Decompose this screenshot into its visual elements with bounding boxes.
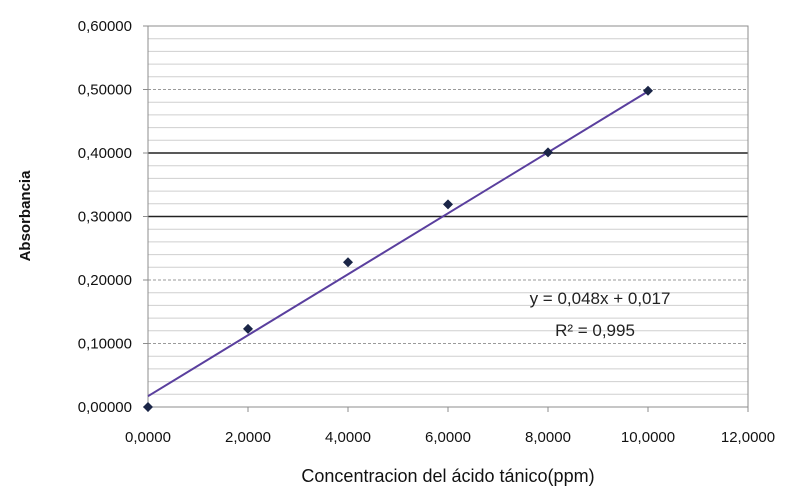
data-point [543, 147, 553, 158]
y-tick-label: 0,60000 [78, 18, 132, 35]
y-tick-label: 0,30000 [78, 209, 132, 226]
axis-ticks: 0,00000 0,10000 0,20000 0,30000 0,40000 0,500… [78, 18, 775, 446]
y-tick-label: 0,50000 [78, 82, 132, 99]
data-point [343, 257, 353, 268]
trendline-equation: y = 0,048x + 0,017 [530, 289, 671, 308]
data-point [443, 199, 453, 210]
x-tick-label: 4,0000 [325, 429, 371, 446]
y-tick-label: 0,10000 [78, 336, 132, 353]
r-squared-label: R² = 0,995 [555, 321, 635, 340]
y-tick-label: 0,40000 [78, 145, 132, 162]
x-tick-label: 2,0000 [225, 429, 271, 446]
x-tick-label: 6,0000 [425, 429, 471, 446]
y-tick-label: 0,00000 [78, 399, 132, 416]
trendline-line [147, 90, 649, 398]
x-tick-label: 10,0000 [621, 429, 675, 446]
trendline [147, 90, 649, 398]
x-tick-label: 12,0000 [721, 429, 775, 446]
y-axis-title: Absorbancia [17, 170, 34, 262]
x-axis-title: Concentracion del ácido tánico(ppm) [301, 466, 594, 486]
data-point [243, 323, 253, 334]
y-tick-label: 0,20000 [78, 272, 132, 289]
data-point [643, 85, 653, 96]
x-tick-label: 8,0000 [525, 429, 571, 446]
x-tick-label: 0,0000 [125, 429, 171, 446]
data-points [143, 85, 653, 412]
data-point [143, 402, 153, 412]
